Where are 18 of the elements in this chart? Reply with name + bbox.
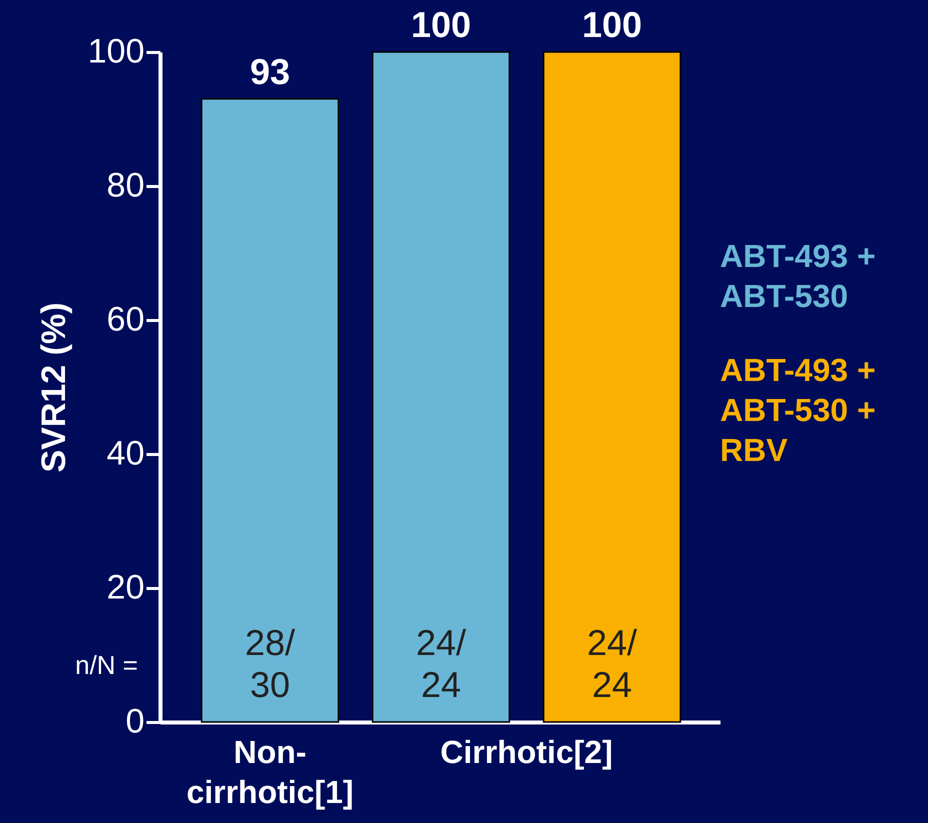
x-tick-label: Non- cirrhotic[1] xyxy=(186,734,354,810)
y-tick-label: 100 xyxy=(88,32,144,70)
y-tick-label: 80 xyxy=(106,166,144,204)
y-tick-label: 20 xyxy=(106,568,144,606)
data-label: 100 xyxy=(410,4,472,45)
annotation: 28/ 30 xyxy=(244,622,296,705)
y-tick-label: 0 xyxy=(126,702,144,740)
text: ABT-493 + ABT-530 xyxy=(720,238,876,314)
series-label: ABT-493 + ABT-530 + RBV xyxy=(720,352,876,468)
y-tick-label: 40 xyxy=(106,434,144,472)
data-label: 100 xyxy=(582,4,642,45)
x-tick-label: Cirrhotic[2] xyxy=(440,734,613,770)
data-label: 93 xyxy=(250,50,290,92)
y-axis-title: SVR12 (%) xyxy=(34,302,73,473)
text: n/N = xyxy=(75,650,138,680)
annotation: 24/ 24 xyxy=(416,622,466,705)
y-tick-label: 60 xyxy=(106,300,144,338)
annotation: 24/ 24 xyxy=(586,622,638,705)
